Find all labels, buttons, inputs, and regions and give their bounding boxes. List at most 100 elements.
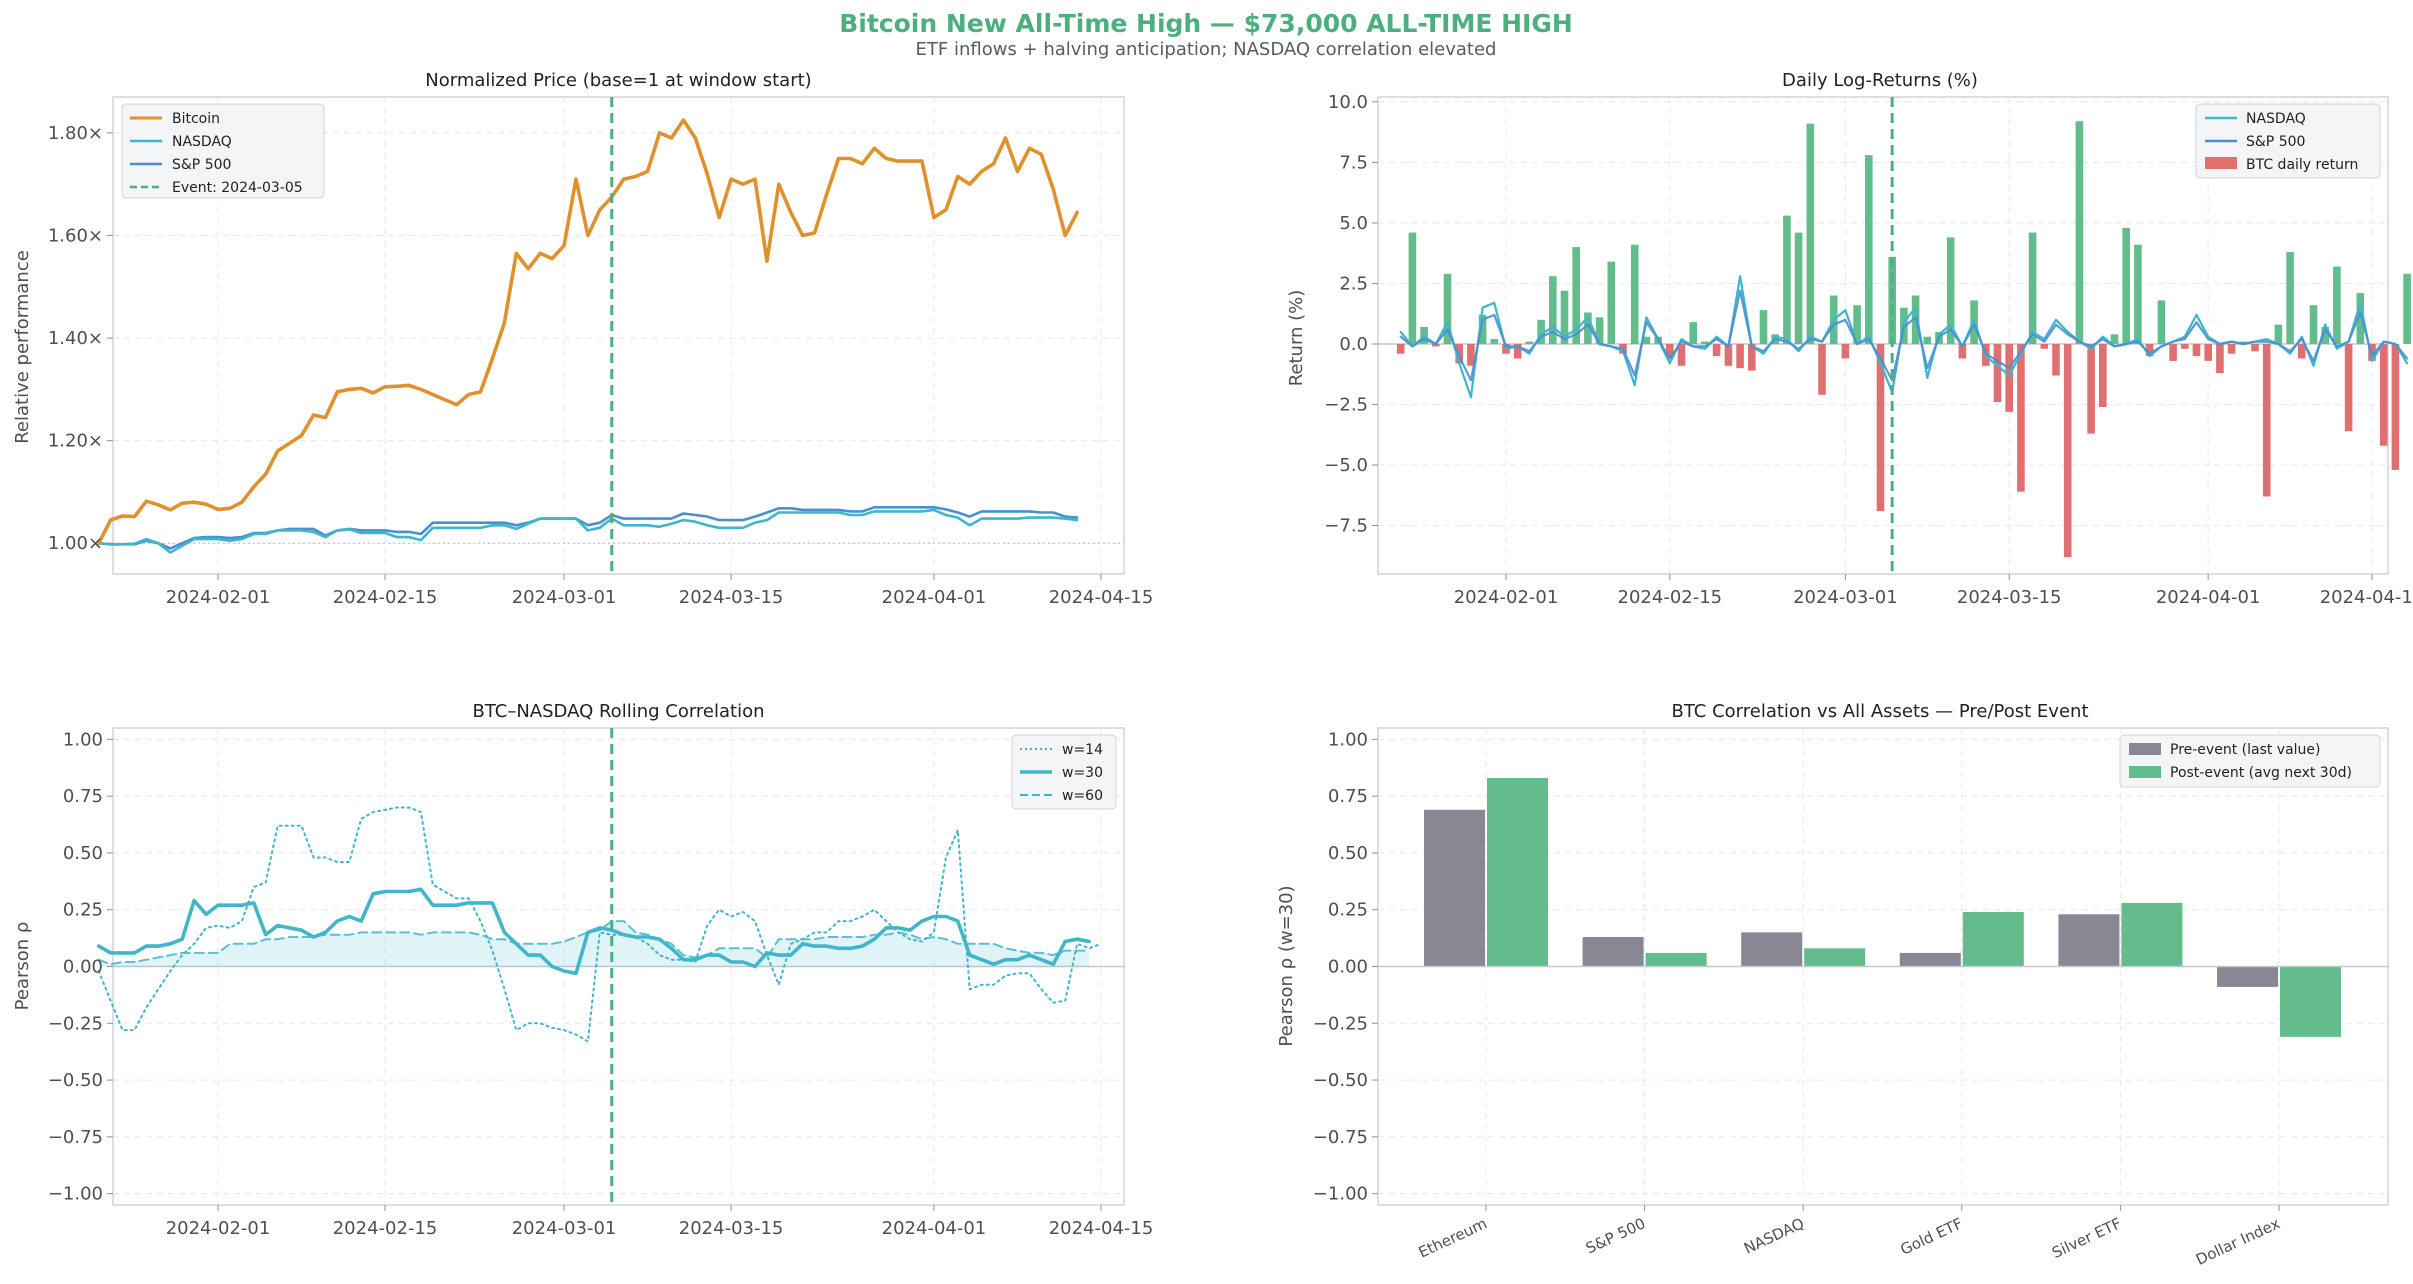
price-series: [96, 118, 1079, 554]
btc-return-bar: [1420, 327, 1428, 344]
btc-return-bar: [1595, 317, 1604, 344]
post-event-bar: [1962, 912, 2024, 967]
x-tick-label: 2024-02-01: [1454, 587, 1559, 608]
y-tick-label: −0.75: [48, 1127, 103, 1148]
btc-return-bar: [1853, 305, 1861, 344]
x-tick-label: 2024-02-01: [166, 1218, 271, 1239]
btc-return-bar: [2110, 334, 2119, 344]
returns-y-label: Return (%): [1286, 290, 1307, 387]
rolling-legend-box: [1011, 734, 1117, 810]
pre-event-bar: [1424, 809, 1485, 967]
btc-return-bar: [2333, 266, 2341, 344]
btc-return-bar: [1630, 244, 1639, 344]
btc-return-bar: [1865, 155, 1873, 344]
y-tick-label: 0.00: [1328, 957, 1368, 978]
y-tick-label: 1.40×: [48, 328, 103, 349]
y-tick-label: 7.5: [1339, 152, 1368, 173]
btc-return-bar: [2344, 344, 2353, 432]
btc-return-bar: [2145, 344, 2154, 357]
y-tick-label: 1.00: [63, 729, 103, 750]
y-tick-label: 1.20×: [48, 431, 103, 452]
btc-return-bar: [1549, 276, 1557, 344]
returns-legend: NASDAQ S&P 500 BTC daily return: [2195, 103, 2381, 179]
x-tick-label: 2024-02-15: [333, 587, 438, 608]
pre-event-bar: [2217, 966, 2278, 987]
btc-return-bar: [2227, 344, 2236, 354]
y-tick-label: 0.00: [63, 957, 103, 978]
price-panel: Normalized Price (base=1 at window start…: [12, 70, 1153, 608]
btc-return-bar: [1993, 344, 2002, 403]
btc-return-bar: [2391, 344, 2400, 470]
btc-return-bar: [2204, 344, 2212, 361]
returns-y-ticks: −7.5 −5.0 −2.5 0.0 2.5 5.0 7.5 10.0: [1324, 92, 1378, 537]
nasdaq-line: [97, 508, 1079, 554]
y-tick-label: 0.25: [1328, 900, 1368, 921]
post-event-bar: [2121, 902, 2183, 967]
legend-w30: w=30: [1062, 765, 1103, 781]
x-tick-label: 2024-04-01: [2156, 587, 2261, 608]
legend-swatch-post: [2129, 766, 2161, 778]
btc-return-bar: [2356, 293, 2365, 344]
btc-return-bar: [1572, 247, 1580, 344]
prepost-y-ticks: −1.00 −0.75 −0.50 −0.25 0.00 0.25 0.50 0.75 1.00: [1313, 729, 1378, 1205]
btc-return-bar: [1560, 290, 1569, 344]
btc-return-bar: [1396, 344, 1405, 354]
btc-return-bar: [2169, 344, 2177, 361]
btc-return-bar: [2157, 300, 2166, 344]
btc-return-bar: [1432, 344, 1440, 347]
prepost-x-ticks: Ethereum S&P 500 NASDAQ Gold ETF Silver ETF D…: [1416, 1205, 2283, 1269]
btc-return-bar: [1806, 123, 1815, 344]
x-tick-label: 2024-03-01: [512, 1218, 617, 1239]
bitcoin-line: [96, 118, 1079, 546]
x-tick-label: 2024-03-01: [512, 587, 617, 608]
returns-panel: Daily Log-Returns (%) Return (%) −7.5 −5.…: [1286, 70, 2413, 608]
legend-nasdaq-returns: NASDAQ: [2246, 111, 2306, 127]
x-tick-label: 2024-03-01: [1793, 587, 1898, 608]
btc-return-bar: [1888, 256, 1896, 344]
post-event-bar: [1487, 778, 1548, 967]
prepost-legend: Pre-event (last value) Post-event (avg n…: [2119, 734, 2381, 788]
y-tick-label: 0.50: [1328, 843, 1368, 864]
pre-event-bar: [1582, 937, 1644, 967]
btc-return-bar: [2309, 305, 2318, 344]
post-event-bar: [1645, 952, 1707, 967]
post-event-bar: [1804, 948, 1866, 967]
legend-sp500: S&P 500: [172, 157, 231, 173]
btc-return-bar: [1701, 341, 1709, 344]
prepost-panel: BTC Correlation vs All Assets — Pre/Post…: [1276, 701, 2389, 1269]
rolling-grid: [113, 728, 1124, 1205]
rolling-title: BTC–NASDAQ Rolling Correlation: [472, 701, 764, 722]
btc-return-bar: [2063, 344, 2072, 558]
y-tick-label: −2.5: [1324, 395, 1368, 416]
y-tick-label: 0.0: [1339, 334, 1368, 355]
price-legend: Bitcoin NASDAQ S&P 500 Event: 2024-03-05: [121, 103, 325, 199]
btc-return-bar: [1759, 310, 1768, 344]
btc-return-bar: [2005, 344, 2013, 412]
y-tick-label: 0.75: [1328, 786, 1368, 807]
legend-swatch-pre: [2129, 743, 2161, 755]
sp500-return-line: [1399, 289, 2409, 382]
btc-return-bar: [2216, 344, 2224, 374]
btc-return-bar: [2321, 327, 2329, 344]
legend-swatch-btc-return: [2205, 157, 2237, 169]
btc-return-bar: [1677, 344, 1686, 366]
btc-return-bar: [2239, 341, 2248, 344]
btc-return-bar: [1490, 339, 1499, 344]
rolling-panel: BTC–NASDAQ Rolling Correlation Pearson ρ…: [12, 701, 1153, 1239]
btc-return-bar: [1513, 344, 1522, 359]
y-tick-label: −1.00: [1313, 1184, 1368, 1205]
legend-bitcoin: Bitcoin: [172, 111, 220, 127]
btc-return-bar: [2262, 344, 2271, 497]
x-tick-label: 2024-03-15: [679, 1218, 784, 1239]
btc-return-bar: [2040, 344, 2049, 349]
x-tick-label: 2024-02-01: [166, 587, 271, 608]
pre-event-bar: [2058, 914, 2120, 967]
price-x-ticks: 2024-02-01 2024-02-15 2024-03-01 2024-03-15…: [166, 574, 1153, 608]
returns-bars: [1396, 121, 2411, 558]
btc-return-bar: [2134, 244, 2142, 344]
x-tick-label: 2024-03-15: [1957, 587, 2062, 608]
x-tick-label: 2024-04-01: [882, 587, 987, 608]
price-legend-box: [121, 103, 325, 199]
btc-return-bar: [2379, 344, 2388, 446]
